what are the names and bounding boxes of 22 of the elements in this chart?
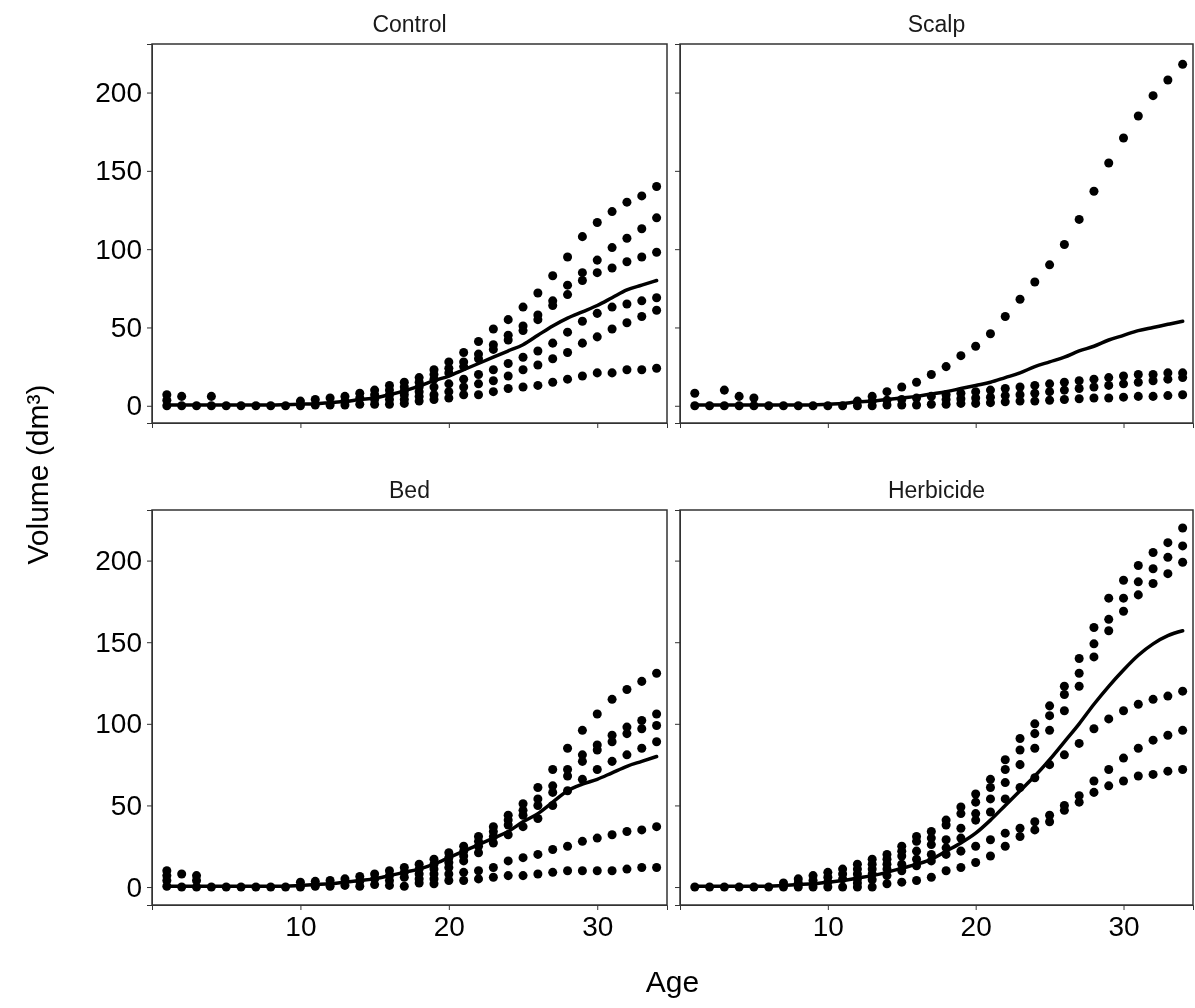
y-tick-label: 50 bbox=[110, 789, 142, 821]
x-tick-label: 10 bbox=[285, 910, 317, 942]
x-tick-label: 20 bbox=[960, 910, 992, 942]
y-tick-label: 0 bbox=[126, 390, 142, 422]
y-tick-label: 0 bbox=[126, 871, 142, 903]
x-tick-label: 10 bbox=[812, 910, 844, 942]
y-tick-label: 100 bbox=[95, 708, 142, 740]
chart-title: Scalp bbox=[907, 11, 966, 37]
y-tick-label: 150 bbox=[95, 626, 142, 658]
y-tick-label: 200 bbox=[95, 545, 142, 577]
y-tick-label: 50 bbox=[110, 311, 142, 343]
y-axis-title: Volume (dm³) bbox=[21, 384, 54, 565]
y-tick-label: 200 bbox=[95, 77, 142, 109]
chart-title: Control bbox=[372, 11, 447, 37]
chart-title: Bed bbox=[389, 477, 430, 503]
chart-title: Herbicide bbox=[887, 477, 986, 503]
x-axis-title: Age bbox=[645, 965, 700, 998]
y-tick-label: 100 bbox=[95, 233, 142, 265]
x-tick-label: 30 bbox=[1108, 910, 1140, 942]
x-tick-label: 30 bbox=[582, 910, 614, 942]
y-tick-label: 150 bbox=[95, 155, 142, 187]
x-tick-label: 20 bbox=[433, 910, 465, 942]
